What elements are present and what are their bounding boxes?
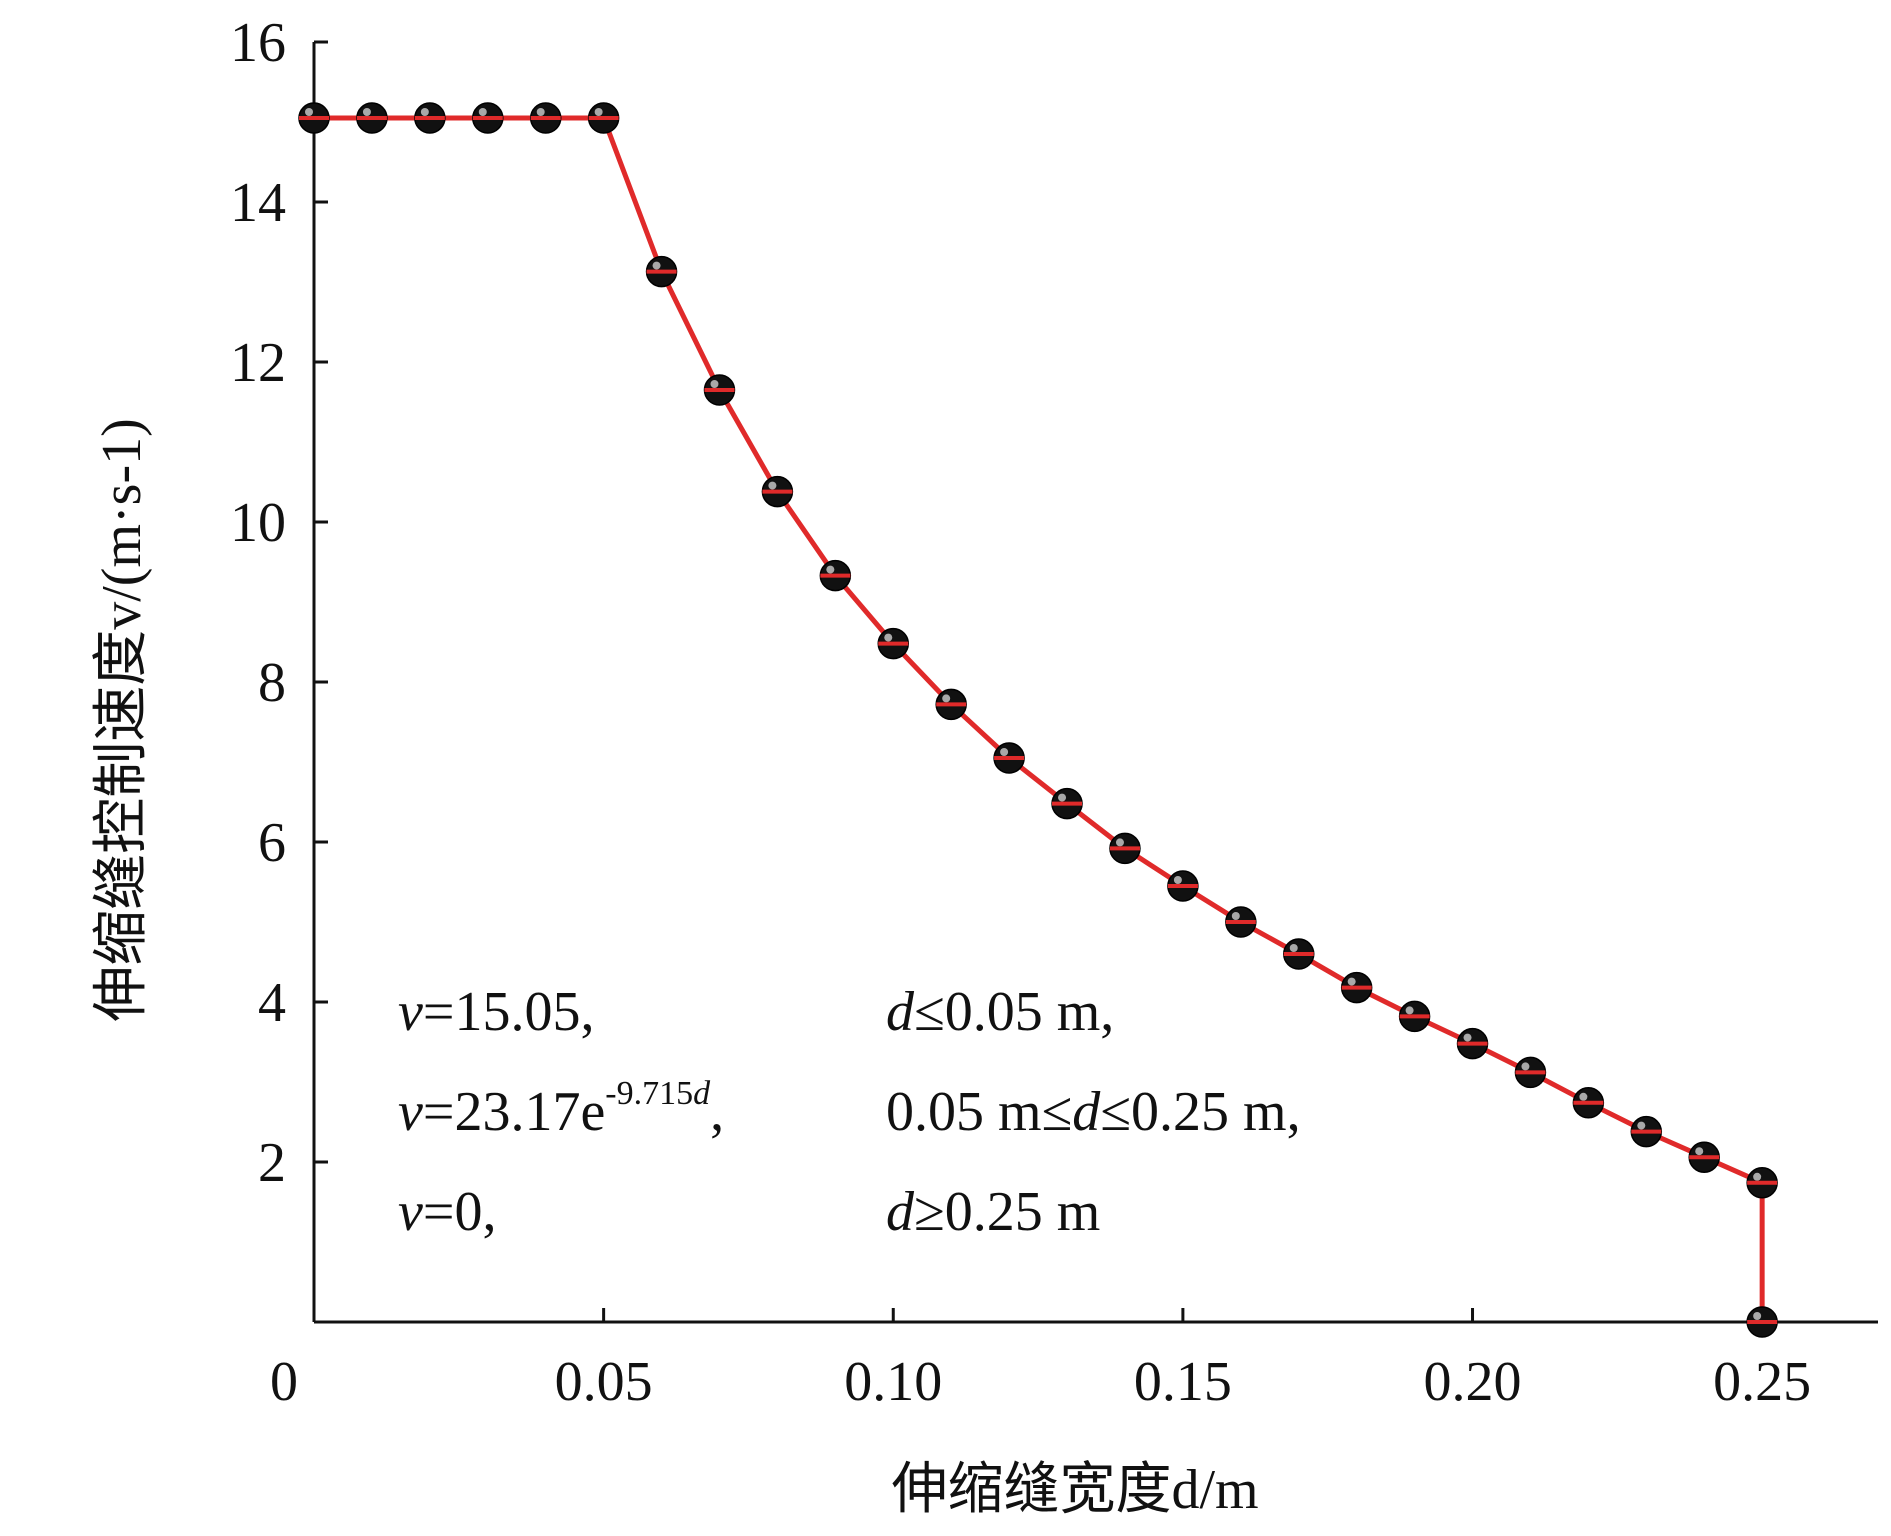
annotation-line-1-condition: d≤0.05 m, — [886, 981, 1114, 1043]
points-group — [298, 102, 1778, 1338]
x-tick-label: 0.25 — [1713, 1351, 1811, 1413]
x-tick-label: 0 — [270, 1351, 298, 1413]
data-point — [356, 102, 388, 134]
data-point — [877, 627, 910, 660]
annotation-line-1-formula: v=15.05, — [398, 981, 594, 1043]
y-tick-label: 2 — [258, 1132, 286, 1194]
data-point — [1456, 1027, 1489, 1060]
y-axis-label: 伸缩缝控制速度v/(m·s-1) — [91, 418, 153, 1022]
data-point — [761, 475, 794, 508]
data-point — [819, 559, 852, 592]
annotation-line-2-condition: 0.05 m≤d≤0.25 m, — [886, 1081, 1301, 1143]
x-tick-label: 0.05 — [555, 1351, 653, 1413]
x-axis-label: 伸缩缝宽度d/m — [891, 1459, 1258, 1521]
y-tick-label: 12 — [230, 332, 286, 394]
data-point — [1688, 1141, 1720, 1173]
data-point — [1051, 787, 1083, 820]
data-point — [414, 102, 446, 134]
y-ticks: 2 4 6 8 10 12 14 16 — [230, 12, 328, 1194]
y-tick-label: 4 — [258, 972, 286, 1034]
data-point — [703, 374, 736, 406]
x-tick-label: 0.20 — [1424, 1351, 1522, 1413]
data-point — [1282, 938, 1315, 970]
data-point — [935, 688, 967, 721]
data-point — [1746, 1306, 1778, 1338]
data-point — [472, 102, 504, 134]
data-point — [993, 742, 1025, 774]
y-tick-label: 16 — [230, 12, 286, 74]
data-point — [1572, 1087, 1605, 1119]
data-point — [1340, 971, 1373, 1004]
y-tick-label: 14 — [230, 172, 286, 234]
x-tick-label: 0.15 — [1134, 1351, 1232, 1413]
y-tick-label: 6 — [258, 812, 286, 874]
data-point — [1746, 1167, 1778, 1199]
data-point — [1630, 1115, 1663, 1148]
annotation-line-2-formula: v=23.17e-9.715d, — [398, 1075, 724, 1143]
annotation-line-3-formula: v=0, — [398, 1181, 496, 1243]
x-tick-label: 0.10 — [844, 1351, 942, 1413]
data-point — [1167, 870, 1199, 902]
equation-annotation: v=15.05, d≤0.05 m, v=23.17e-9.715d, 0.05… — [398, 981, 1301, 1243]
data-point — [645, 255, 678, 288]
x-ticks: 0 0.05 0.10 0.15 0.20 0.25 — [270, 1308, 1811, 1413]
data-point — [1109, 832, 1141, 865]
y-tick-label: 10 — [230, 492, 286, 554]
annotation-line-3-condition: d≥0.25 m — [886, 1181, 1100, 1243]
data-point — [587, 102, 620, 134]
data-point — [1398, 1000, 1431, 1033]
data-point — [1225, 906, 1257, 938]
data-point — [529, 102, 562, 134]
y-tick-label: 8 — [258, 652, 286, 714]
data-point — [298, 102, 330, 134]
data-point — [1514, 1056, 1547, 1089]
